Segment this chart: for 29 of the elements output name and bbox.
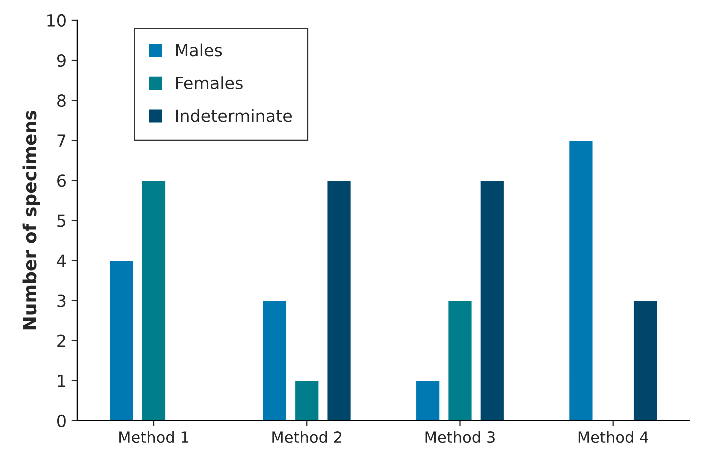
legend-label: Females: [176, 76, 243, 90]
y-tick-label: 9: [57, 54, 66, 68]
bar: [568, 140, 594, 421]
bar: [294, 380, 320, 421]
bar: [447, 300, 474, 421]
y-tick-label: 10: [48, 14, 66, 28]
y-tick-label: 4: [57, 254, 66, 268]
y-tick-label: 5: [58, 214, 66, 228]
bar: [326, 180, 352, 421]
bar: [632, 300, 658, 421]
y-tick-label: 1: [58, 375, 66, 388]
legend-label: Males: [176, 44, 222, 57]
y-tick-label: 2: [58, 334, 66, 348]
x-tick-label: Method 3: [426, 431, 495, 444]
y-tick-label: 6: [58, 174, 66, 188]
x-tick-label: Method 2: [272, 431, 342, 444]
bar: [262, 300, 288, 421]
bar: [141, 180, 167, 421]
bar: [108, 260, 135, 421]
x-tick-label: Method 1: [120, 431, 189, 444]
y-tick-label: 3: [58, 294, 66, 308]
y-axis-title: Number of specimens: [22, 110, 40, 330]
y-tick-label: 0: [58, 414, 66, 428]
y-tick-label: 7: [58, 134, 66, 147]
bar: [479, 180, 506, 421]
y-tick-label: 8: [58, 94, 66, 108]
bar: [415, 380, 442, 421]
legend-label: Indeterminate: [176, 109, 292, 122]
x-tick-label: Method 4: [578, 431, 648, 444]
